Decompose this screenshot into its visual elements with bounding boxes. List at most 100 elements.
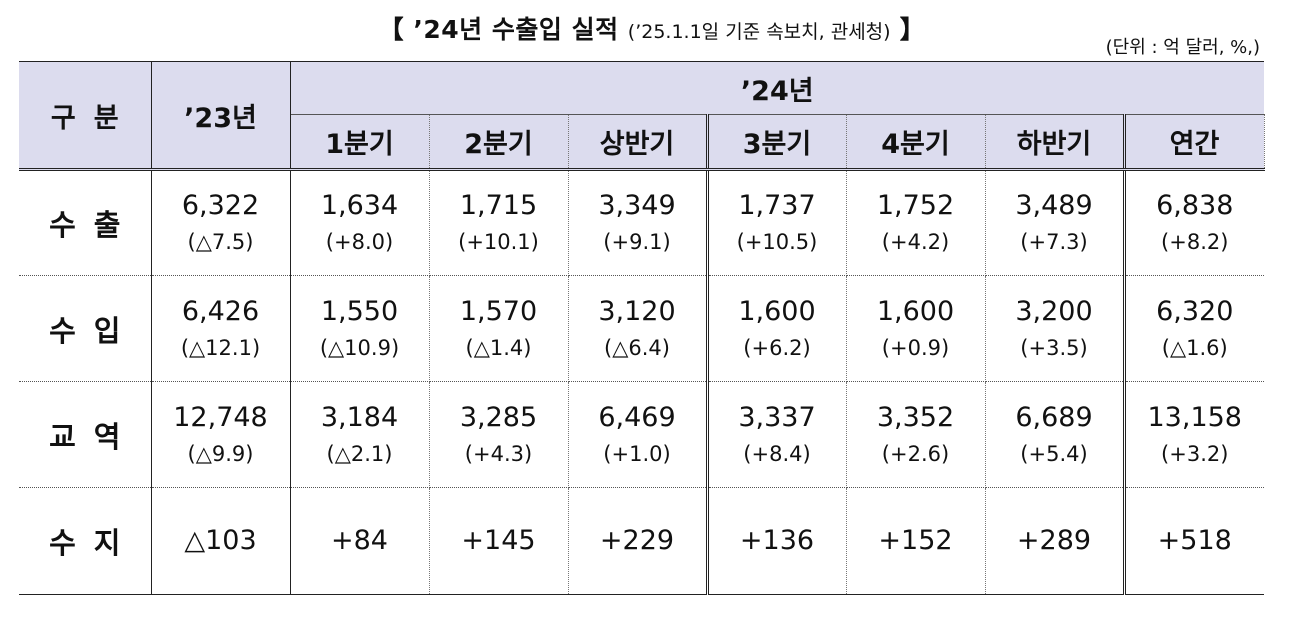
trade-results-table: 구분 ’23년 ’24년 1분기 2분기 상반기 3분기 4분기 하반기 연간 … — [19, 61, 1265, 595]
cell-value: 6,689 — [1015, 401, 1093, 433]
row-label: 교역 — [19, 381, 152, 488]
cell-change: (+8.4) — [743, 441, 811, 466]
table-cell: 3,120 (△6.4) — [567, 275, 708, 382]
table-cell: 3,337 (+8.4) — [705, 381, 847, 488]
cell-change: (△7.5) — [187, 230, 254, 254]
row-label: 수출 — [19, 169, 152, 276]
header-period: 하반기 — [984, 114, 1125, 171]
cell-value: +84 — [331, 525, 388, 556]
header-period: 3분기 — [705, 114, 847, 171]
cell-value: 12,748 — [173, 401, 268, 433]
table-row: 수입 6,426 (△12.1) 1,550 (△10.9) 1,570 (△1.4)… — [19, 275, 1264, 382]
table-row: 교역 12,748 (△9.9) 3,184 (△2.1) 3,285 (+4.3) … — [19, 381, 1264, 488]
table-cell: 1,550 (△10.9) — [289, 275, 430, 382]
table-cell: 3,184 (△2.1) — [289, 381, 430, 488]
table-cell: +145 — [428, 487, 569, 595]
table-cell: 3,200 (+3.5) — [984, 275, 1125, 382]
cell-change: (+5.4) — [1020, 441, 1088, 466]
cell-change: (+3.5) — [1020, 335, 1088, 360]
unit-note: (단위 : 억 달러, %,) — [1105, 37, 1260, 58]
cell-value: 3,200 — [1015, 295, 1093, 327]
cell-change: (+1.0) — [603, 441, 671, 466]
table-cell: △103 — [150, 487, 291, 595]
cell-value: +152 — [878, 525, 953, 556]
cell-value: +229 — [599, 525, 675, 556]
header-period: 1분기 — [289, 114, 430, 171]
cell-value: 1,715 — [459, 190, 538, 221]
cell-change: (△2.1) — [326, 441, 393, 466]
table-cell: +518 — [1122, 487, 1264, 595]
cell-change: (+4.3) — [464, 441, 533, 466]
cell-change: (+6.2) — [743, 335, 811, 360]
cell-change: (△9.9) — [187, 441, 254, 466]
cell-value: 1,550 — [320, 295, 399, 327]
table-cell: 3,285 (+4.3) — [428, 381, 569, 488]
table-cell: 6,320 (△1.6) — [1122, 275, 1264, 382]
cell-change: (+0.9) — [881, 335, 950, 360]
cell-change: (+8.0) — [325, 230, 394, 254]
header-period: 4분기 — [845, 114, 986, 171]
title-close-bracket: 】 — [899, 15, 926, 44]
table-cell: 13,158 (+3.2) — [1122, 381, 1264, 488]
cell-change: (+4.2) — [881, 230, 950, 254]
header-prev-year: ’23년 — [150, 61, 291, 171]
table-cell: 6,838 (+8.2) — [1122, 169, 1264, 276]
cell-value: +145 — [461, 525, 536, 556]
header-period: 상반기 — [567, 114, 708, 171]
table-cell: 1,715 (+10.1) — [428, 169, 569, 276]
cell-value: 6,320 — [1156, 295, 1234, 327]
table-cell: +152 — [845, 487, 986, 595]
table-cell: 1,752 (+4.2) — [845, 169, 986, 276]
table-cell: 12,748 (△9.9) — [150, 381, 291, 488]
table-cell: 1,570 (△1.4) — [428, 275, 569, 382]
cell-change: (+8.2) — [1161, 230, 1229, 254]
cell-change: (+10.1) — [458, 230, 539, 254]
cell-value: 3,489 — [1015, 190, 1093, 221]
cell-value: 3,120 — [598, 295, 676, 327]
cell-value: 6,426 — [181, 295, 260, 327]
cell-value: 1,634 — [320, 190, 399, 221]
cell-value: 1,600 — [738, 295, 816, 327]
page-title: 【 ’24년 수출입 실적 (’25.1.1일 기준 속보치, 관세청) 】 — [0, 10, 1304, 46]
cell-value: 3,352 — [876, 401, 955, 433]
table-cell: 1,634 (+8.0) — [289, 169, 430, 276]
table-cell: 6,322 (△7.5) — [150, 169, 291, 276]
cell-value: △103 — [184, 525, 257, 556]
cell-value: +136 — [739, 525, 815, 556]
table-cell: 3,489 (+7.3) — [984, 169, 1125, 276]
header-category: 구분 — [19, 61, 152, 171]
cell-value: +289 — [1016, 525, 1092, 556]
cell-value: 1,570 — [459, 295, 538, 327]
cell-change: (+7.3) — [1020, 230, 1088, 254]
header-cur-year: ’24년 — [289, 61, 1264, 115]
row-label: 수입 — [19, 275, 152, 382]
table-cell: 6,469 (+1.0) — [567, 381, 708, 488]
table-cell: 1,600 (+0.9) — [845, 275, 986, 382]
table-cell: 6,426 (△12.1) — [150, 275, 291, 382]
table-cell: 1,600 (+6.2) — [705, 275, 847, 382]
cell-value: 13,158 — [1147, 401, 1242, 433]
cell-change: (+3.2) — [1161, 441, 1229, 466]
cell-change: (△1.4) — [465, 335, 532, 360]
cell-change: (△10.9) — [319, 335, 400, 360]
cell-value: 6,838 — [1156, 190, 1234, 221]
cell-value: 1,600 — [876, 295, 955, 327]
table-cell: 3,352 (+2.6) — [845, 381, 986, 488]
table-cell: 6,689 (+5.4) — [984, 381, 1125, 488]
table-cell: +84 — [289, 487, 430, 595]
title-main: 【 ’24년 수출입 실적 — [378, 15, 619, 44]
table-cell: 1,737 (+10.5) — [705, 169, 847, 276]
cell-value: 6,322 — [181, 190, 260, 221]
cell-change: (△1.6) — [1161, 335, 1228, 360]
cell-value: +518 — [1157, 525, 1232, 556]
cell-value: 3,184 — [320, 401, 399, 433]
cell-value: 3,285 — [459, 401, 538, 433]
table-row: 수지 △103 +84 +145 +229 +136 +152 +289 +51… — [19, 487, 1264, 595]
header-period: 2분기 — [428, 114, 569, 171]
header-period: 연간 — [1122, 114, 1265, 171]
cell-value: 6,469 — [598, 401, 676, 433]
cell-change: (△12.1) — [180, 335, 261, 360]
cell-value: 1,752 — [876, 190, 955, 221]
title-subtitle: (’25.1.1일 기준 속보치, 관세청) — [627, 21, 891, 43]
cell-value: 1,737 — [738, 190, 816, 221]
